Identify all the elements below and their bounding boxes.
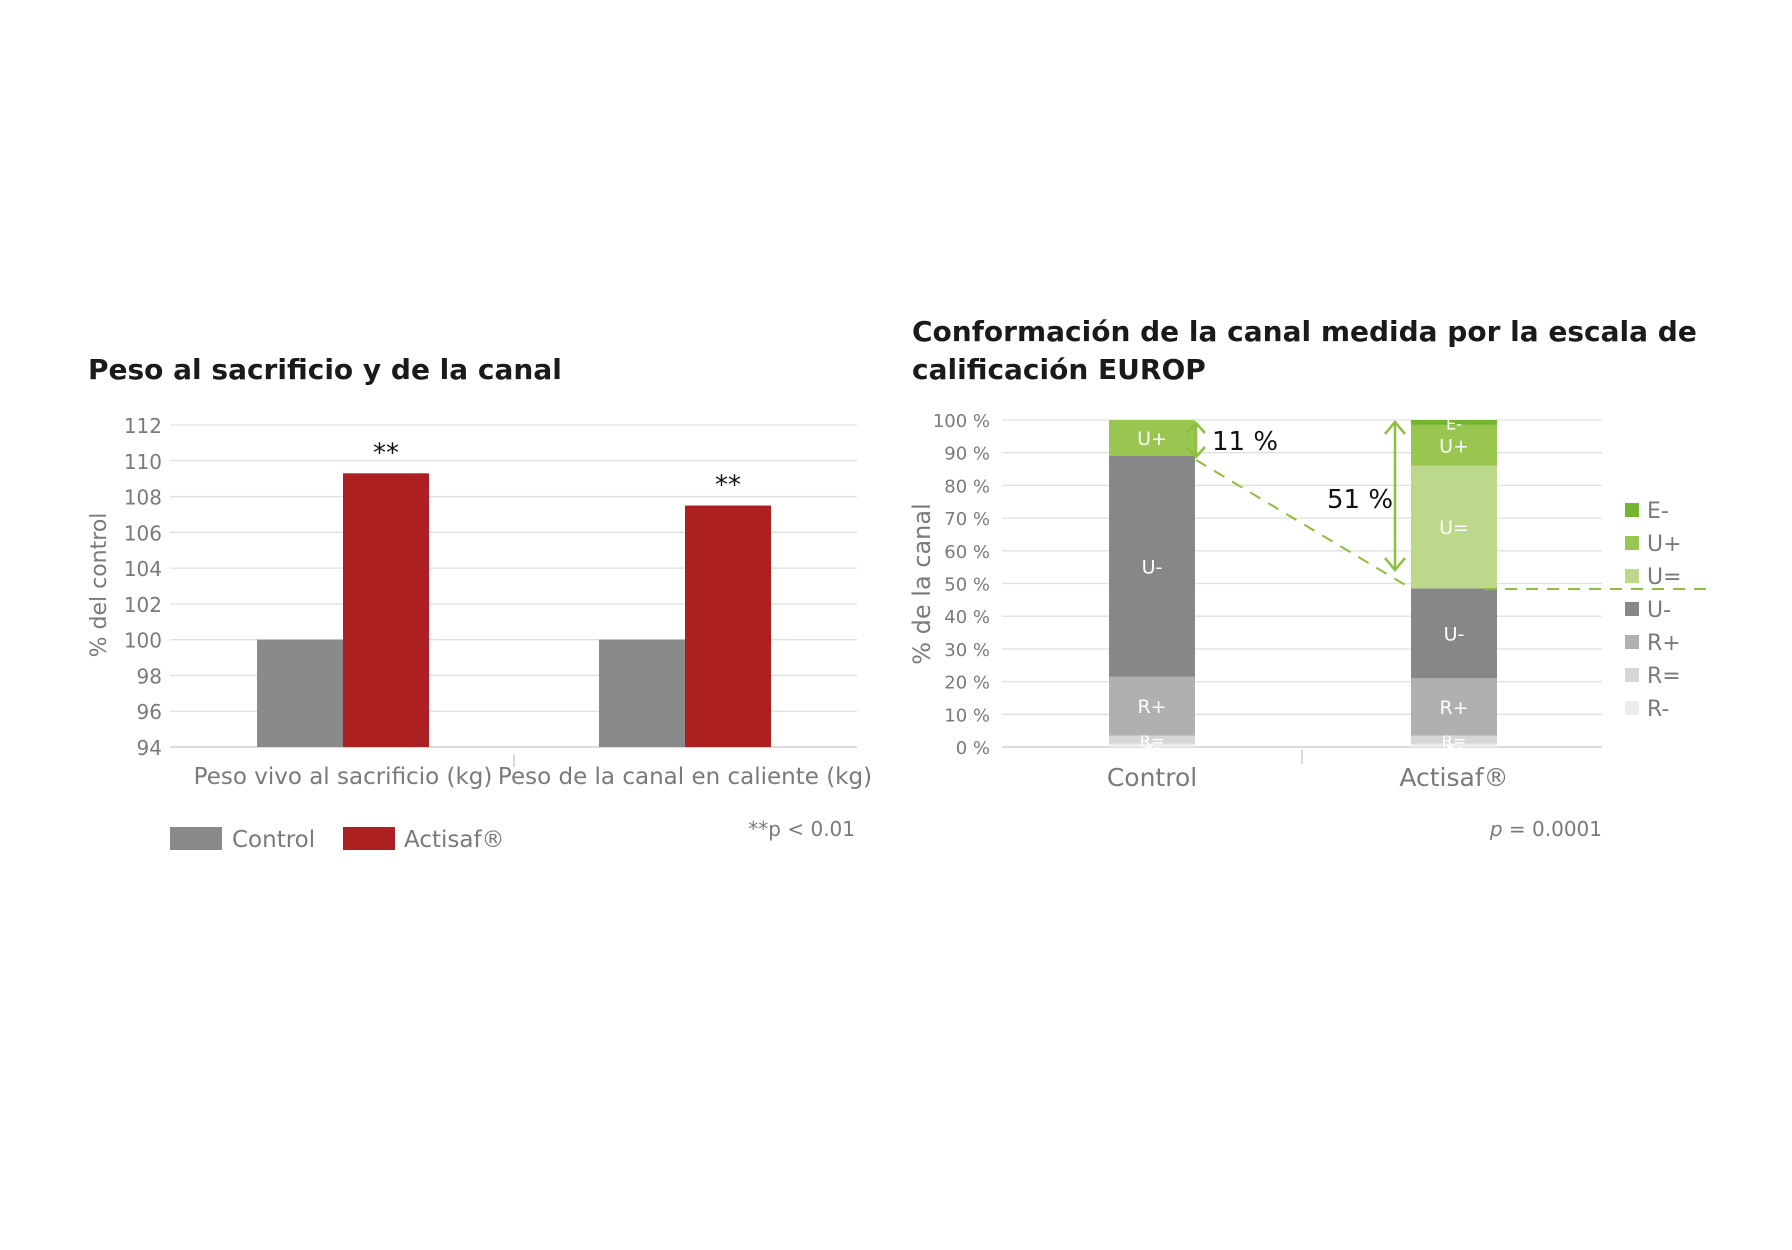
y-tick-label: 30 % xyxy=(944,640,990,661)
y-tick-label: 112 xyxy=(124,414,162,438)
weight-chart-y-axis-label: % del control xyxy=(87,513,112,658)
europ-chart-bars: R-R=R+U-U+R-R=R+U-U=U+E- xyxy=(1109,414,1497,756)
legend-label: E- xyxy=(1647,499,1669,524)
weight-chart-legend: Control Actisaf® xyxy=(170,827,505,853)
stack-segment-R+ xyxy=(1411,678,1497,736)
legend-swatch xyxy=(1625,602,1639,616)
legend-swatch xyxy=(1625,668,1639,682)
stack-segment-U+ xyxy=(1109,420,1195,456)
stack-segment-R- xyxy=(1109,743,1195,747)
stack-segment-R= xyxy=(1411,735,1497,744)
stack-segment-label: R= xyxy=(1140,732,1165,751)
europ-chart-category-label: Actisaf® xyxy=(1399,763,1508,792)
bar-control xyxy=(257,639,343,747)
y-tick-label: 100 xyxy=(124,629,162,653)
europ-chart-legend: E- U+ U= U- R+ R= R- xyxy=(1625,499,1682,722)
stack-segment-U+ xyxy=(1411,424,1497,466)
y-tick-label: 60 % xyxy=(944,542,990,563)
bar-actisaf xyxy=(685,505,771,747)
stack-segment-label: U= xyxy=(1439,517,1469,539)
y-tick-label: 0 % xyxy=(956,738,990,759)
y-tick-label: 106 xyxy=(124,521,162,545)
legend-swatch-control xyxy=(170,827,222,850)
bar-actisaf xyxy=(343,473,429,747)
legend-swatch xyxy=(1625,503,1639,517)
europ-chart: Conformación de la canal medida por la e… xyxy=(908,315,1712,841)
legend-label: Control xyxy=(232,827,315,853)
weight-chart-significance-note: **p < 0.01 xyxy=(748,817,855,841)
legend-label: U= xyxy=(1647,565,1682,590)
significance-mark: ** xyxy=(715,471,741,501)
europ-chart-title: Conformación de la canal medida por la e… xyxy=(912,315,1707,386)
y-tick-label: 20 % xyxy=(944,673,990,694)
stack-segment-label: R= xyxy=(1442,732,1467,751)
y-tick-label: 50 % xyxy=(944,575,990,596)
y-tick-label: 80 % xyxy=(944,476,990,497)
stack-segment-label: R+ xyxy=(1137,696,1166,718)
dashed-trend-line xyxy=(1195,459,1413,590)
double-arrow-icon xyxy=(1384,420,1406,572)
stack-segment-R- xyxy=(1411,743,1497,747)
double-arrow-icon xyxy=(1186,421,1206,459)
europ-chart-y-ticks: 0 % 10 % 20 % 30 % 40 % 50 % 60 % 70 % 80 % 90 % 1… xyxy=(933,411,990,759)
weight-chart-bars xyxy=(257,473,771,747)
legend-label: R- xyxy=(1647,697,1669,722)
stack-segment-label: R+ xyxy=(1439,697,1468,719)
stack-segment-label: E- xyxy=(1446,414,1462,433)
legend-swatch-actisaf xyxy=(343,827,395,850)
stack-segment-R+ xyxy=(1109,676,1195,736)
stack-segment-R= xyxy=(1109,735,1195,744)
legend-swatch xyxy=(1625,635,1639,649)
weight-chart-category-label: Peso de la canal en caliente (kg) xyxy=(498,764,872,790)
europ-chart-p-value: p = 0.0001 xyxy=(1489,817,1602,841)
stack-segment-U- xyxy=(1411,588,1497,679)
p-symbol: p xyxy=(1489,817,1503,841)
stack-segment-label: U+ xyxy=(1137,428,1167,450)
stack-segment-label: U- xyxy=(1142,556,1163,578)
weight-chart-y-ticks: 94 96 98 100 102 104 106 108 110 112 xyxy=(124,414,162,760)
weight-chart-category-label: Peso vivo al sacrificio (kg) xyxy=(194,764,493,790)
y-tick-label: 104 xyxy=(124,557,162,581)
y-tick-label: 94 xyxy=(137,736,162,760)
stack-segment-label: U+ xyxy=(1439,435,1469,457)
y-tick-label: 100 % xyxy=(933,411,990,432)
europ-chart-category-label: Control xyxy=(1107,763,1197,792)
p-value: = 0.0001 xyxy=(1503,817,1602,841)
legend-swatch xyxy=(1625,701,1639,715)
difference-annotation: 51 % xyxy=(1327,485,1393,515)
europ-chart-gridlines xyxy=(1002,419,1602,748)
stack-segment-U- xyxy=(1109,455,1195,677)
weight-chart-title: Peso al sacrificio y de la canal xyxy=(88,353,562,386)
y-tick-label: 110 xyxy=(124,450,162,474)
significance-mark: ** xyxy=(373,438,399,468)
legend-label: R+ xyxy=(1647,631,1681,656)
stack-segment-label: U- xyxy=(1444,623,1465,645)
difference-annotation: 11 % xyxy=(1212,427,1278,457)
weight-chart-significance: ** ** xyxy=(373,438,741,500)
stack-segment-U= xyxy=(1411,465,1497,589)
stack-segment-E- xyxy=(1411,420,1497,425)
y-tick-label: 96 xyxy=(137,700,162,724)
legend-swatch xyxy=(1625,569,1639,583)
y-tick-label: 70 % xyxy=(944,509,990,530)
legend-label: U+ xyxy=(1647,532,1682,557)
europ-chart-y-axis-label: % de la canal xyxy=(908,503,936,665)
legend-label: Actisaf® xyxy=(404,827,505,853)
y-tick-label: 10 % xyxy=(944,705,990,726)
legend-label: U- xyxy=(1647,598,1671,623)
bar-control xyxy=(599,639,685,747)
y-tick-label: 90 % xyxy=(944,444,990,465)
y-tick-label: 98 xyxy=(137,664,162,688)
y-tick-label: 102 xyxy=(124,593,162,617)
y-tick-label: 40 % xyxy=(944,607,990,628)
europ-chart-annotations: 11 % 51 % xyxy=(1186,420,1712,590)
weight-chart: Peso al sacrificio y de la canal % del c… xyxy=(87,353,872,853)
legend-swatch xyxy=(1625,536,1639,550)
y-tick-label: 108 xyxy=(124,486,162,510)
legend-label: R= xyxy=(1647,664,1681,689)
